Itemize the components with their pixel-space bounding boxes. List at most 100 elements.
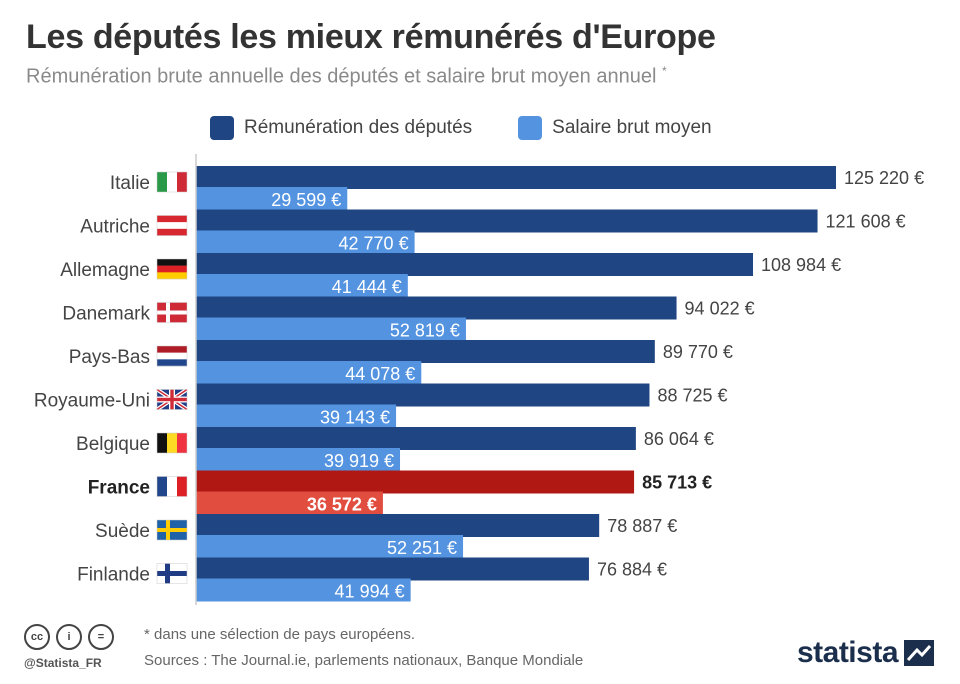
bar-chart: Italie 125 220 € 29 599 € Autriche 121 608 €… [34,154,924,605]
bar-salary [196,448,401,471]
bar-deputy [196,253,754,276]
flag-stripe [157,359,187,367]
flag-stripe [177,172,187,192]
flag-cross [157,528,187,532]
subtitle-text: Rémunération brute annuelle des députés … [26,65,657,88]
value-label-deputy: 125 220 € [844,168,924,188]
flag-stripe [157,215,187,223]
bar-deputy [196,296,677,320]
flag-austria [156,215,188,236]
flag-germany [156,258,188,280]
flag-border [156,432,188,454]
flag-stripe [157,476,167,497]
country-label: Italie [110,173,150,194]
flag-denmark [156,302,188,323]
flag-belgium [156,432,188,454]
bar-deputy [196,427,636,450]
bar-row-pays-bas: Pays-Bas 89 770 € 44 078 € [69,340,733,384]
flag-stripe [157,272,187,280]
legend: Rémunération des députés Salaire brut mo… [210,116,712,140]
flag-stripe [167,476,177,497]
footnote: * dans une sélection de pays européens. [144,626,416,643]
value-label-deputy: 108 984 € [761,255,841,275]
value-label-deputy: 78 887 € [607,516,677,536]
license-icons: cc i = [24,624,114,650]
value-label-deputy: 89 770 € [663,342,733,362]
bar-deputy [196,383,650,407]
value-label-deputy: 121 608 € [826,212,906,232]
legend-label-deputy: Rémunération des députés [244,117,473,138]
flag-stripe [177,476,187,497]
bar-deputy [196,470,635,494]
bar-deputy [196,209,818,233]
value-label-salary: 52 251 € [387,538,457,558]
flag-stripe [157,433,167,453]
value-label-salary: 36 572 € [307,495,377,515]
statista-logo-icon [904,640,934,666]
statista-logo[interactable]: statista [797,636,934,670]
flag-border [156,215,188,236]
bar-salary [196,404,397,428]
bar-row-royaume-uni: Royaume-Uni 88 725 € 39 143 € [34,383,728,428]
value-label-deputy: 94 022 € [685,299,755,319]
nd-icon: = [88,624,114,650]
bar-deputy [196,166,836,189]
country-label: Pays-Bas [69,347,150,368]
bar-salary [196,317,466,341]
bar-deputy [196,514,600,537]
country-label: Autriche [80,217,150,238]
flag-border [156,302,188,323]
country-label: Suède [95,521,150,542]
country-label: Allemagne [60,260,150,281]
legend-label-salary: Salaire brut moyen [552,117,712,138]
bar-salary [196,230,415,254]
country-label: France [88,478,150,499]
flag-stripe [167,433,177,453]
value-label-salary: 44 078 € [345,364,415,384]
legend-item-salary: Salaire brut moyen [518,116,712,140]
flag-stripe [157,172,167,192]
bar-salary [196,361,422,384]
bar-row-belgique: Belgique 86 064 € 39 919 € [76,427,714,471]
statista-logo-text: statista [796,636,899,669]
sources: Sources : The Journal.ie, parlements nat… [144,652,584,669]
flag-border [156,258,188,280]
value-label-salary: 41 994 € [335,582,405,602]
flag-stripe [177,433,187,453]
country-label: Royaume-Uni [34,391,150,412]
country-label: Danemark [62,304,150,325]
flag-france [156,476,188,497]
flag-border [156,171,188,193]
flag-cross-red [157,397,187,402]
bar-row-danemark: Danemark 94 022 € 52 819 € [62,296,755,341]
bar-row-autriche: Autriche 121 608 € 42 770 € [80,209,906,254]
value-label-salary: 29 599 € [271,190,341,210]
bar-salary [196,274,408,297]
value-label-deputy: 88 725 € [657,386,727,406]
chart-title: Les députés les mieux rémunérés d'Europe [26,18,716,56]
flag-stripe [157,346,187,353]
value-label-deputy: 85 713 € [642,473,712,493]
flag-netherlands [156,345,188,367]
bar-row-allemagne: Allemagne 108 984 € 41 444 € [60,253,841,297]
value-label-salary: 39 919 € [324,451,394,471]
flag-sweden [156,519,188,541]
flag-stripe [157,259,187,266]
flag-cross [157,310,187,315]
flag-border [156,476,188,497]
flag-stripe [157,265,187,273]
flag-stripe [157,352,187,360]
flag-border [156,389,188,410]
value-label-salary: 52 819 € [390,321,460,341]
flag-stripe [157,228,187,236]
value-label-salary: 39 143 € [320,408,390,428]
value-label-deputy: 86 064 € [644,429,714,449]
bar-deputy [196,340,655,363]
value-label-salary: 41 444 € [332,277,402,297]
bar-row-france: France 85 713 € 36 572 € [88,470,712,515]
flag-cross [157,571,187,576]
flag-stripe [157,222,187,230]
bar-salary [196,491,383,515]
legend-swatch-salary [518,116,543,140]
legend-swatch-deputy [210,116,234,140]
